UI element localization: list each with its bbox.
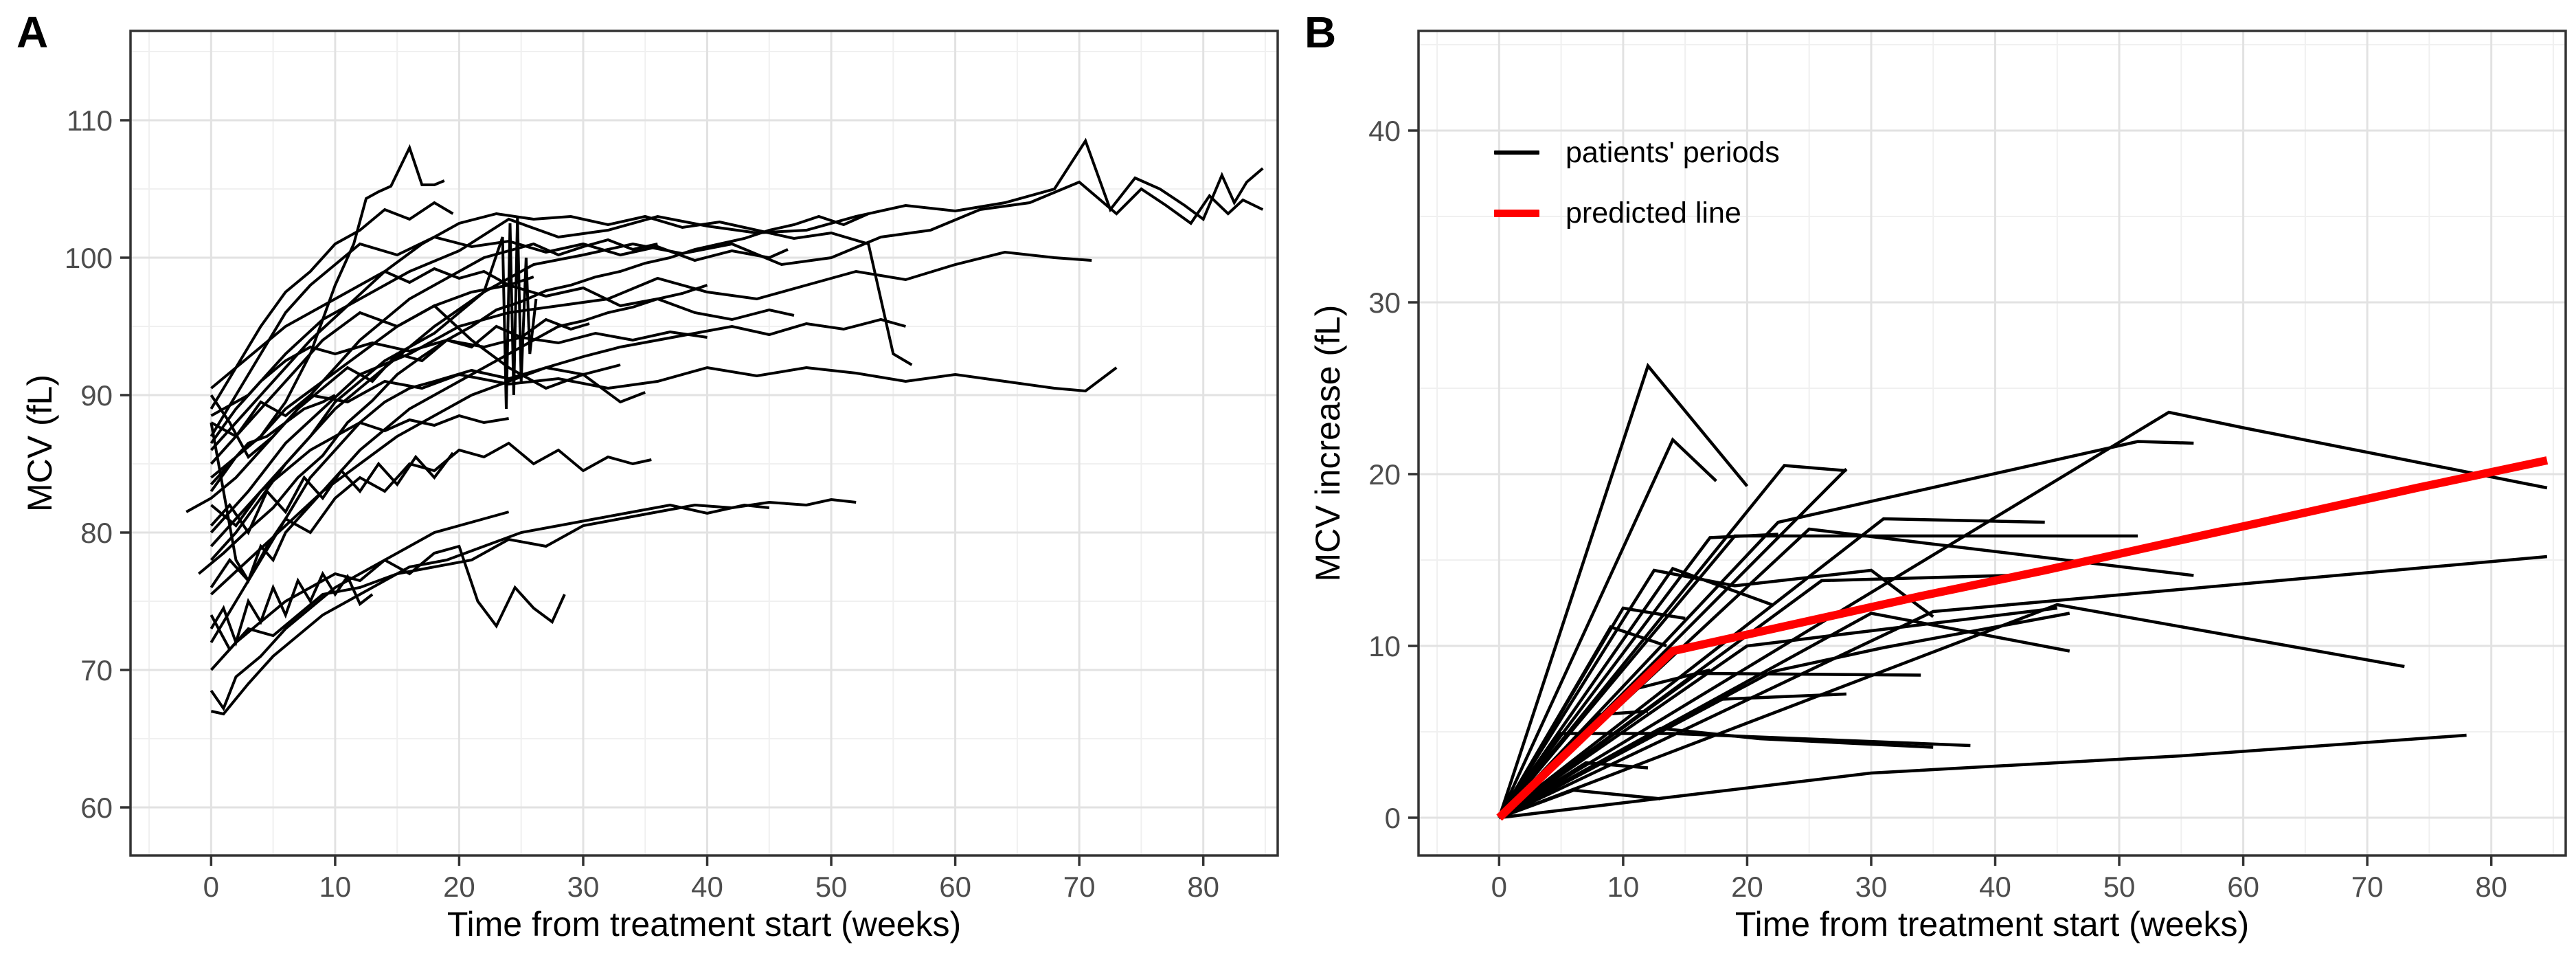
- panel-b-x-axis-title: Time from treatment start (weeks): [1735, 905, 2250, 943]
- patient-line: [198, 212, 870, 575]
- patient-line: [1498, 568, 1934, 819]
- x-tick-label: 20: [1731, 871, 1763, 903]
- x-tick-label: 50: [2103, 871, 2136, 903]
- chart-canvas-A: 0 10 20 30 40 50 60 70 80 60 70 80 90 100 110: [65, 30, 1279, 903]
- series-group: [1496, 362, 2549, 821]
- patient-line: [1498, 517, 2045, 819]
- legend-item-predicted-line: predicted line: [1494, 195, 1780, 231]
- panel-a-label: A: [16, 8, 49, 57]
- x-tick-label: 60: [2227, 871, 2259, 903]
- patient-line: [210, 503, 770, 716]
- x-tick-label: 10: [319, 871, 352, 903]
- patient-line: [210, 570, 374, 647]
- legend: patients' periods predicted line: [1494, 135, 1780, 256]
- y-tick-label: 40: [1368, 115, 1401, 147]
- patient-line: [1498, 603, 2405, 820]
- y-tick-label: 60: [80, 792, 113, 824]
- y-tick-label: 80: [80, 517, 113, 549]
- x-tick-label: 70: [1063, 871, 1096, 903]
- red-line-key-icon: [1494, 209, 1539, 217]
- patient-line: [1498, 555, 2548, 820]
- legend-label-patients-periods: patients' periods: [1566, 135, 1780, 169]
- panel-b-y-axis-title: MCV increase (fL): [1309, 304, 1347, 582]
- y-tick-label: 30: [1368, 287, 1401, 319]
- patient-line: [1499, 733, 2467, 820]
- x-tick-label: 50: [815, 871, 848, 903]
- x-tick-label: 80: [2475, 871, 2507, 903]
- x-tick-label: 80: [1187, 871, 1219, 903]
- series-group: [185, 137, 1264, 716]
- y-tick-label: 100: [65, 242, 113, 274]
- legend-item-patients-periods: patients' periods: [1494, 135, 1780, 170]
- panel-a-plot: 0 10 20 30 40 50 60 70 80 60 70 80 90 100 110: [65, 30, 1279, 903]
- x-tick-label: 10: [1607, 871, 1640, 903]
- y-tick-label: 90: [80, 379, 113, 412]
- panel-a-y-axis-title: MCV (fL): [21, 374, 59, 512]
- panel-a-x-axis-title: Time from treatment start (weeks): [447, 905, 962, 943]
- patient-line: [1498, 566, 1773, 819]
- patient-line: [210, 180, 1264, 528]
- legend-label-predicted-line: predicted line: [1566, 196, 1741, 230]
- patient-line: [1498, 574, 2008, 819]
- patient-line: [1498, 437, 1717, 818]
- patient-line: [1498, 788, 1661, 820]
- patient-line: [1498, 606, 2058, 819]
- panel-b-label: B: [1304, 8, 1337, 57]
- panel-b-plot: 0 10 20 30 40 50 60 70 80 0 10 20 30 40: [1288, 0, 2576, 962]
- patient-line: [210, 137, 1264, 417]
- patient-line: [210, 497, 857, 652]
- x-tick-label: 20: [443, 871, 475, 903]
- patient-line: [1498, 606, 1686, 819]
- plot-border: [129, 30, 1279, 857]
- patient-line: [1498, 726, 1934, 819]
- patient-line: [210, 250, 1092, 534]
- black-line-key-icon: [1494, 150, 1539, 155]
- plot-background: [1419, 31, 2566, 855]
- x-tick-label: 30: [567, 871, 600, 903]
- y-tick-label: 70: [80, 654, 113, 686]
- patient-line: [210, 366, 1118, 438]
- x-tick-label: 40: [1979, 871, 2011, 903]
- patient-line: [210, 394, 336, 486]
- patient-line: [210, 330, 708, 445]
- y-tick-label: 110: [67, 104, 113, 137]
- patient-line: [185, 238, 658, 513]
- x-tick-label: 70: [2351, 871, 2384, 903]
- patient-line: [210, 511, 510, 712]
- predicted-line: [1496, 456, 2549, 821]
- x-tick-label: 0: [203, 871, 219, 903]
- y-tick-label: 0: [1385, 802, 1401, 834]
- panel-a: 0 10 20 30 40 50 60 70 80 60 70 80 90 100 110 A MCV (f…: [16, 8, 1279, 943]
- x-tick-label: 60: [939, 871, 971, 903]
- patient-line: [210, 216, 538, 561]
- patient-line: [210, 284, 708, 584]
- patient-line: [1498, 440, 2194, 819]
- patient-line: [210, 235, 789, 438]
- patient-line: [210, 201, 454, 410]
- patient-line: [210, 212, 913, 451]
- panel-b: 0 10 20 30 40 50 60 70 80 0 10 20 30 40 B MCV increas…: [1288, 0, 2576, 962]
- x-tick-label: 40: [691, 871, 723, 903]
- x-tick-label: 30: [1855, 871, 1888, 903]
- patient-line: [1498, 362, 1749, 818]
- patient-line: [1498, 761, 1649, 819]
- x-tick-label: 0: [1491, 871, 1507, 903]
- chart-canvas-B: 0 10 20 30 40 50 60 70 80 0 10 20 30 40: [1368, 30, 2567, 903]
- patient-line: [1498, 464, 1847, 819]
- patient-line: [210, 451, 454, 536]
- y-tick-label: 10: [1368, 630, 1401, 662]
- patient-line: [210, 267, 534, 390]
- patient-line: [210, 317, 590, 460]
- patient-line: [1498, 533, 1778, 819]
- patient-line: [210, 544, 566, 671]
- plot-border: [1417, 30, 2567, 857]
- y-tick-label: 20: [1368, 458, 1401, 491]
